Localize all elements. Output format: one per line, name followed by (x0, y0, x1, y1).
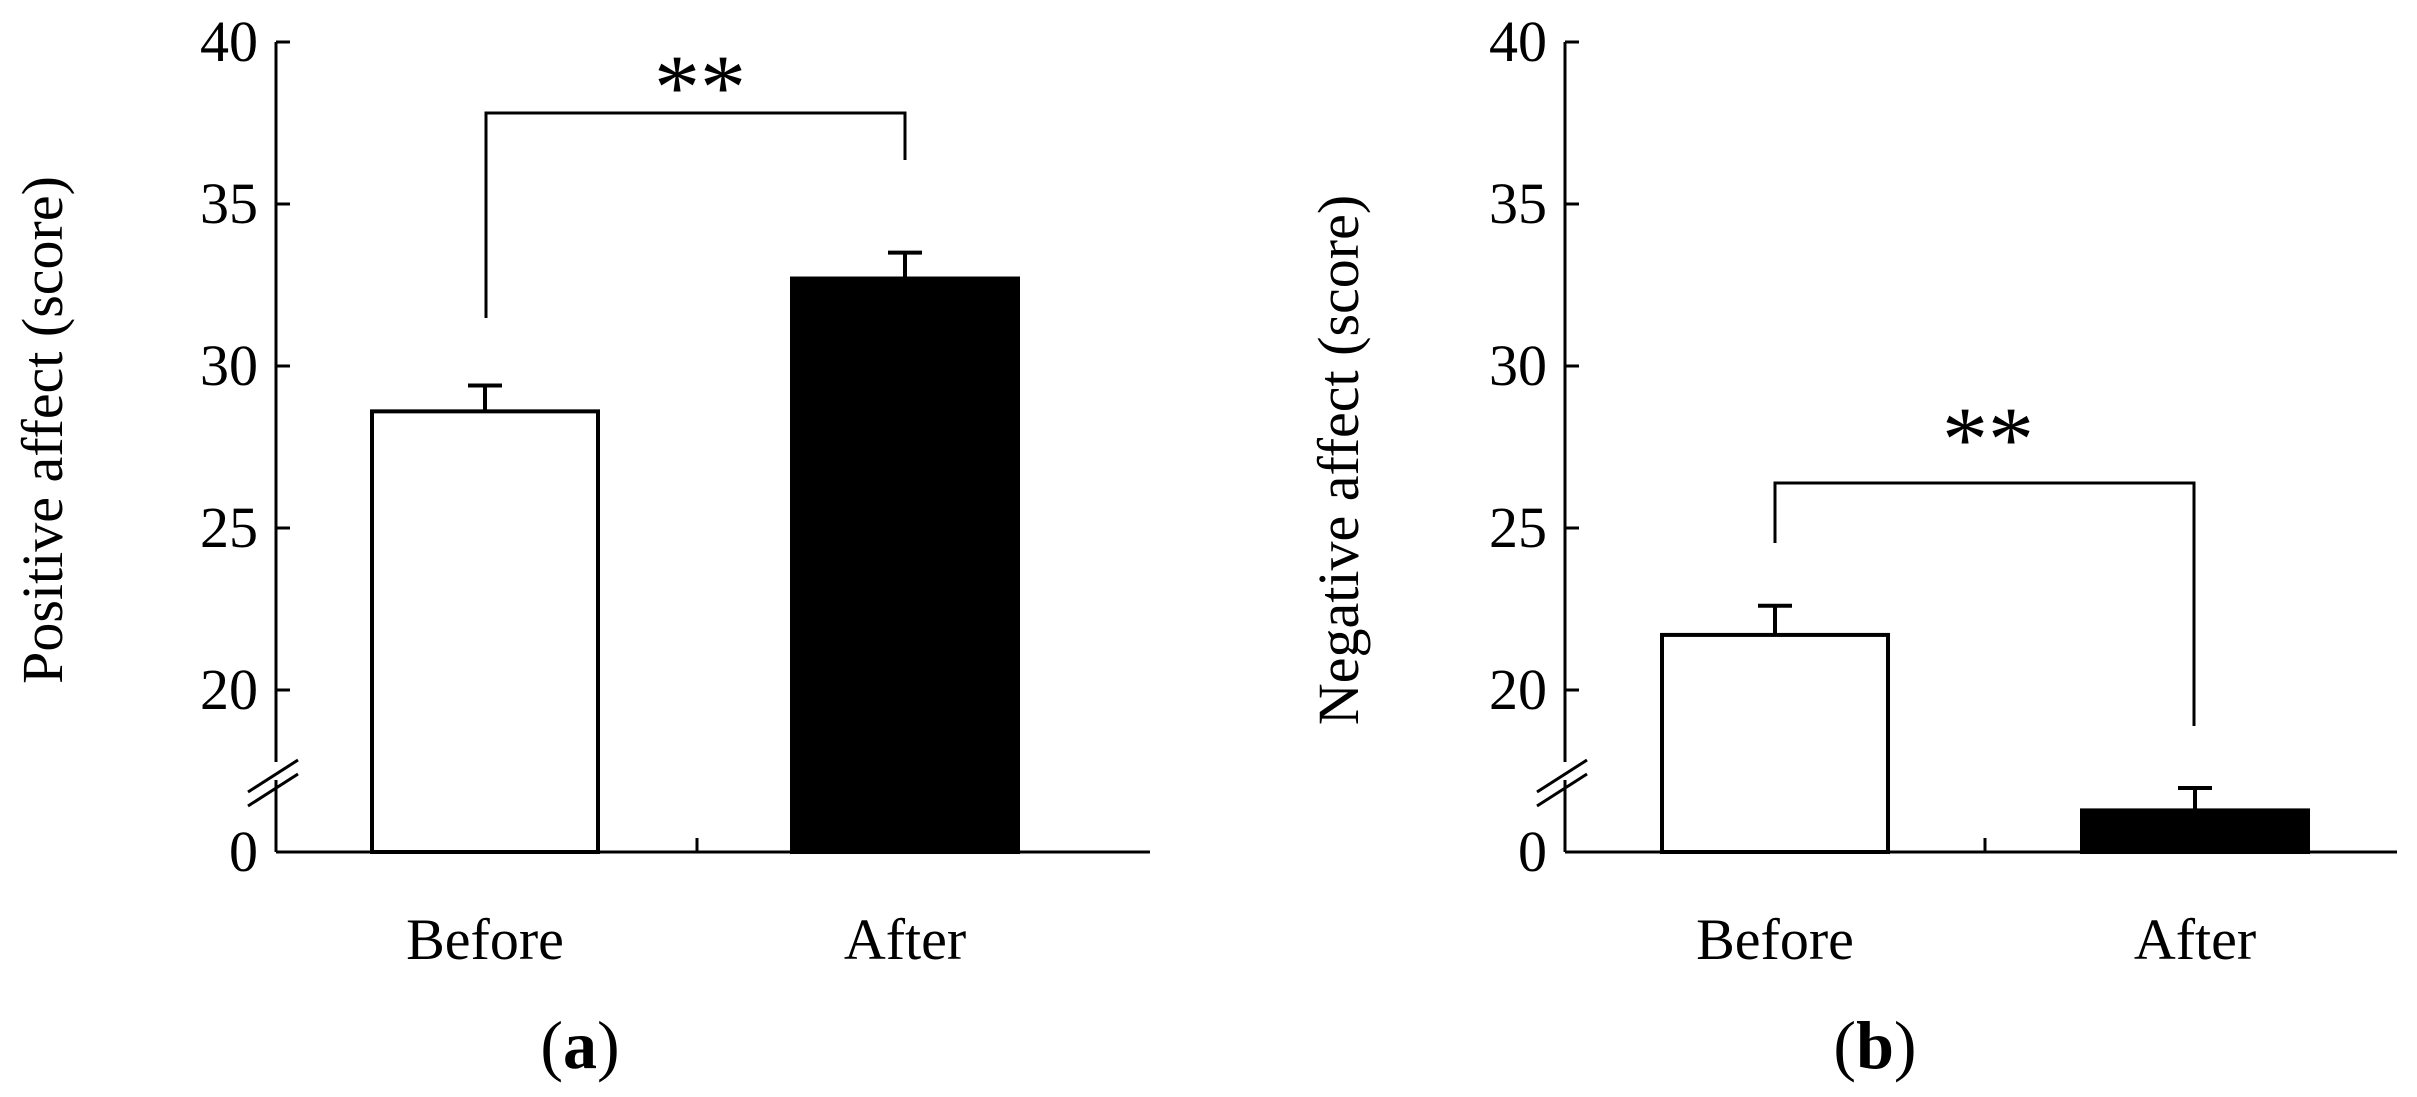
y-tick-label: 0 (229, 819, 258, 884)
axis-break-mark (1536, 772, 1588, 808)
axis-break-mark (247, 758, 299, 794)
panel-a: 0 20 25 30 35 40 Before After ** Positive affect … (10, 9, 1150, 1083)
y-tick-label: 25 (200, 495, 258, 560)
bar-after (2080, 808, 2310, 855)
y-tick-label: 30 (1489, 333, 1547, 398)
y-tick-label: 40 (1489, 9, 1547, 74)
axis-break-mark (1536, 758, 1588, 794)
axis-break-gap (1535, 762, 1595, 780)
significance-bracket (1773, 481, 2196, 726)
panel-label: (a) (540, 1007, 619, 1083)
bar-after (790, 276, 1020, 854)
y-axis-title: Positive affect (score) (10, 176, 75, 684)
y-tick-label: 20 (1489, 657, 1547, 722)
panel-label-letter: b (1856, 1007, 1894, 1083)
category-label-before: Before (1696, 907, 1854, 972)
y-tick-label: 30 (200, 333, 258, 398)
y-tick-label: 0 (1518, 819, 1547, 884)
bar-before (1660, 632, 1890, 854)
panel-label-open: ( (1833, 1007, 1856, 1083)
significance-bracket (484, 111, 907, 318)
y-tick-label: 35 (1489, 171, 1547, 236)
y-tick-label: 20 (200, 657, 258, 722)
y-tick-label: 40 (200, 9, 258, 74)
bar-before (370, 409, 600, 854)
y-tick-label: 25 (1489, 495, 1547, 560)
category-label-before: Before (406, 907, 564, 972)
panel-b: 0 20 25 30 35 40 Before After ** Negative affect … (1306, 9, 2397, 1083)
panel-label-letter: a (563, 1007, 597, 1083)
significance-label: ** (1942, 388, 2034, 490)
panel-label-close: ) (1894, 1007, 1917, 1083)
panel-label-open: ( (540, 1007, 563, 1083)
y-tick-label: 35 (200, 171, 258, 236)
axis-break-mark (247, 772, 299, 808)
significance-label: ** (654, 36, 746, 138)
axis-break-gap (246, 762, 306, 780)
panel-label-close: ) (597, 1007, 620, 1083)
category-label-after: After (844, 907, 966, 972)
y-axis-title: Negative affect (score) (1306, 195, 1371, 725)
category-label-after: After (2134, 907, 2256, 972)
panel-label: (b) (1833, 1007, 1916, 1083)
